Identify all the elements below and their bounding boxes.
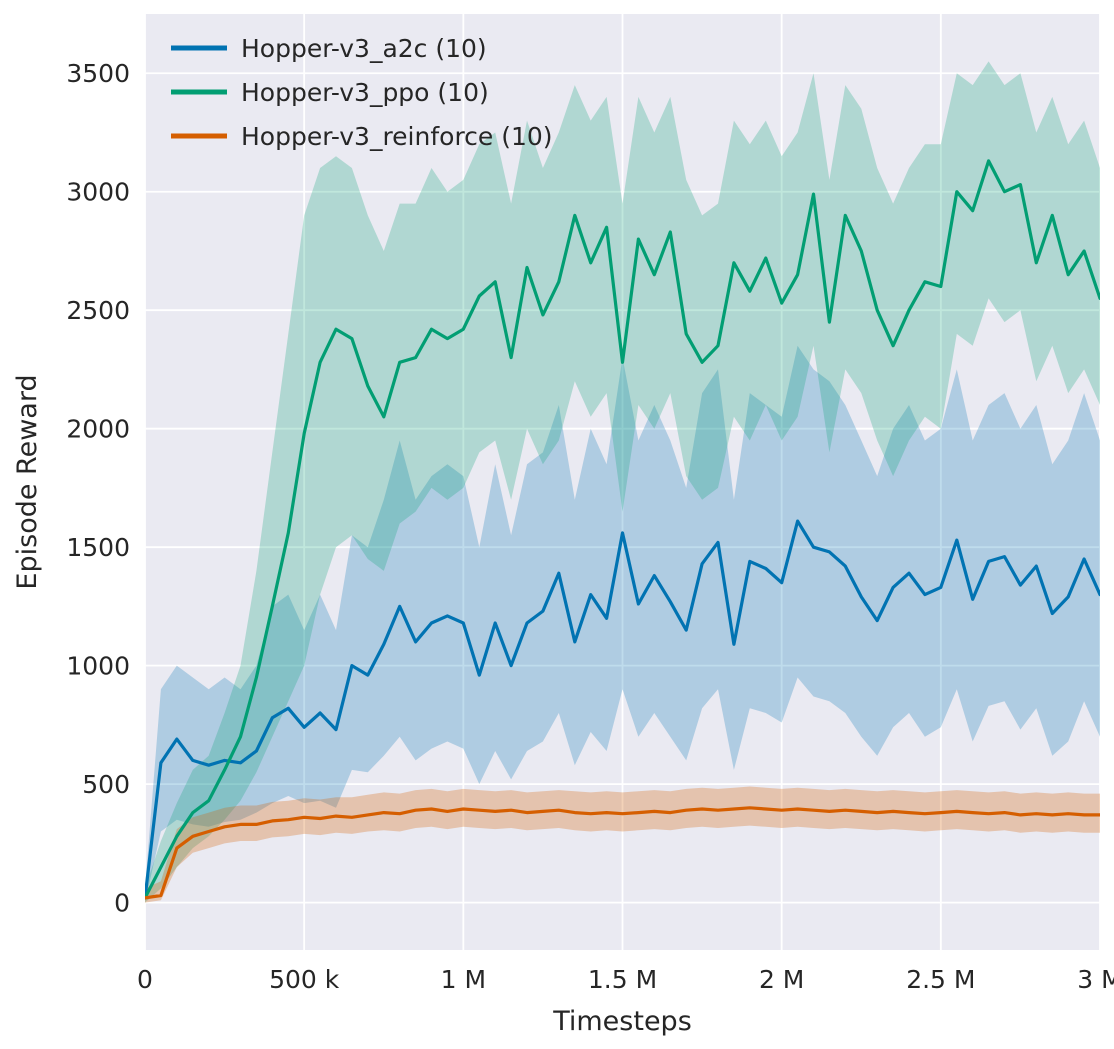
x-tick-label: 1 M xyxy=(441,965,486,994)
y-tick-label: 2500 xyxy=(66,296,130,325)
grid xyxy=(144,14,1101,950)
x-tick-label: 2.5 M xyxy=(906,965,975,994)
series-line-hopper-v3-a2c-10- xyxy=(145,519,1100,900)
y-tick-label: 0 xyxy=(114,889,130,918)
legend-item: Hopper-v3_a2c (10) xyxy=(171,34,487,63)
y-tick-label: 1500 xyxy=(66,533,130,562)
legend-label: Hopper-v3_a2c (10) xyxy=(241,34,487,63)
series-band-hopper-v3-ppo-10- xyxy=(145,61,1100,903)
series-line-hopper-v3-reinforce-10- xyxy=(145,806,1100,900)
legend-item: Hopper-v3_reinforce (10) xyxy=(171,122,553,151)
x-tick-label: 3 M xyxy=(1077,965,1114,994)
legend-label: Hopper-v3_ppo (10) xyxy=(241,78,489,107)
y-tick-label: 3500 xyxy=(66,59,130,88)
tick-labels: 0 500 k 1 M 1.5 M 2 M 2.5 M 3 M 0 500 1000 1500 200… xyxy=(66,59,1114,994)
legend-label: Hopper-v3_reinforce (10) xyxy=(241,122,553,151)
x-tick-label: 500 k xyxy=(269,965,340,994)
plot-series xyxy=(145,61,1100,903)
y-tick-label: 1000 xyxy=(66,652,130,681)
series-band-hopper-v3-a2c-10- xyxy=(145,345,1100,903)
y-tick-label: 3000 xyxy=(66,178,130,207)
y-tick-label: 2000 xyxy=(66,415,130,444)
x-axis-title: Timesteps xyxy=(552,1006,692,1037)
series-line-hopper-v3-ppo-10- xyxy=(145,159,1100,900)
y-axis-title: Episode Reward xyxy=(12,374,43,589)
x-tick-label: 2 M xyxy=(759,965,804,994)
x-tick-label: 0 xyxy=(137,965,153,994)
x-tick-label: 1.5 M xyxy=(588,965,657,994)
series-band-hopper-v3-reinforce-10- xyxy=(145,786,1100,903)
legend-item: Hopper-v3_ppo (10) xyxy=(171,78,489,107)
legend: Hopper-v3_a2c (10) Hopper-v3_ppo (10) Hopp… xyxy=(171,34,553,151)
y-tick-label: 500 xyxy=(82,770,130,799)
